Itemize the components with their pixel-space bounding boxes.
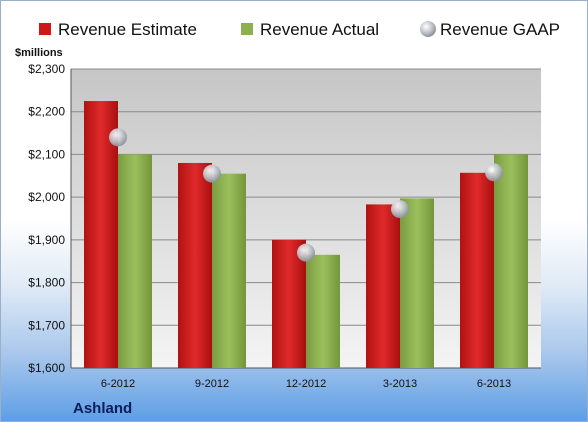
marker-revenue-gaap [485,163,503,182]
legend-swatch-revenue-estimate [39,23,51,35]
x-tick-label: 9-2012 [195,378,229,390]
legend-swatch-revenue-actual [241,23,253,35]
marker-revenue-gaap [203,164,221,183]
y-tick-label: $1,700 [28,318,65,332]
marker-revenue-gaap [297,243,315,262]
x-tick-label: 6-2013 [477,378,511,390]
y-tick-label: $2,300 [28,62,65,76]
bar-revenue-actual [400,198,434,368]
y-tick-label: $1,600 [28,361,65,375]
bar-revenue-estimate [178,162,212,368]
y-tick-label: $1,900 [28,233,65,247]
bar-revenue-estimate [272,239,306,368]
marker-revenue-gaap [391,200,409,219]
bar-revenue-estimate [84,101,118,369]
bar-revenue-actual [118,154,152,368]
bar-revenue-actual [212,173,246,368]
legend-label-revenue-estimate: Revenue Estimate [58,20,197,39]
y-tick-label: $2,200 [28,105,65,119]
legend-swatch-revenue-gaap [420,21,436,37]
x-tick-label: 12-2012 [286,378,326,390]
bar-revenue-estimate [366,204,400,368]
bar-revenue-estimate [460,172,494,368]
x-tick-label: 6-2012 [101,378,135,390]
y-axis-label: $millions [15,47,63,59]
legend-label-revenue-gaap: Revenue GAAP [440,20,560,39]
legend: Revenue Estimate Revenue Actual Revenue GA… [39,20,560,39]
marker-revenue-gaap [109,128,127,147]
x-tick-label: 3-2013 [383,378,417,390]
y-tick-label: $1,800 [28,276,65,290]
bar-revenue-actual [494,154,528,368]
y-tick-label: $2,100 [28,147,65,161]
bar-revenue-actual [306,254,340,368]
legend-label-revenue-actual: Revenue Actual [260,20,379,39]
y-tick-label: $2,000 [28,190,65,204]
company-label: Ashland [73,400,132,417]
plot-area: $1,600 $1,700 $1,800 $1,900 $2,000 $2,100 $2,2… [28,62,541,390]
